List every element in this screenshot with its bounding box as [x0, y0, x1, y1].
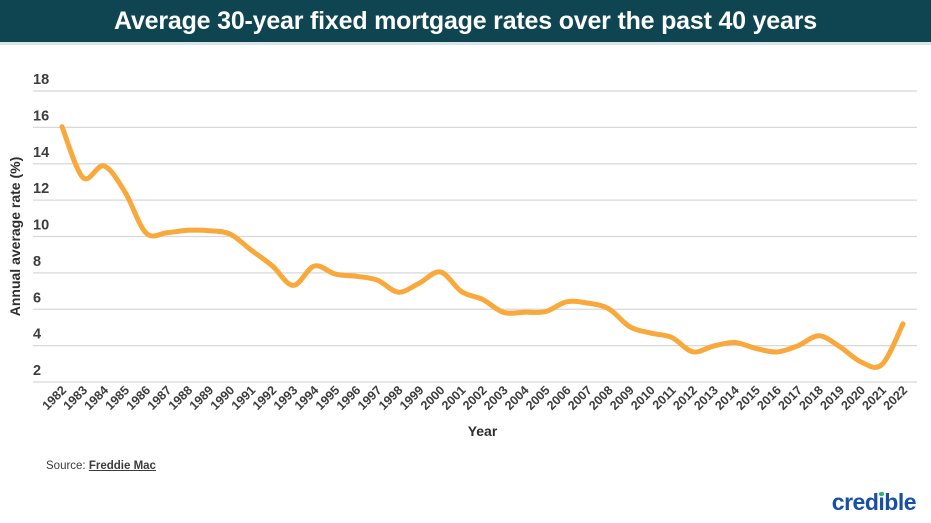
y-tick-label: 18: [33, 72, 49, 88]
y-tick-label: 6: [33, 290, 41, 306]
source-link[interactable]: Freddie Mac: [88, 460, 156, 472]
y-tick-label: 10: [33, 218, 49, 234]
y-tick-label: 16: [33, 108, 49, 124]
x-tick-label: 2022: [881, 383, 911, 413]
y-tick-label: 8: [33, 254, 41, 270]
y-tick-label: 2: [33, 363, 41, 379]
credible-logo: credı ble: [831, 489, 917, 515]
x-axis-title: Year: [468, 423, 498, 439]
chart-title: Average 30-year fixed mortgage rates ove…: [114, 6, 817, 35]
logo-letter-i: ı: [878, 489, 885, 515]
chart-title-bar: Average 30-year fixed mortgage rates ove…: [0, 0, 931, 45]
logo-i-dot: [879, 491, 884, 496]
rate-line: [59, 124, 906, 370]
source-label: Source:: [46, 460, 86, 472]
source-note: Source: Freddie Mac: [46, 460, 156, 472]
y-tick-label: 4: [33, 327, 41, 343]
y-tick-label: 14: [33, 145, 49, 161]
y-tick-label: 12: [33, 181, 49, 197]
y-axis-title: Annual average rate (%): [7, 157, 23, 317]
